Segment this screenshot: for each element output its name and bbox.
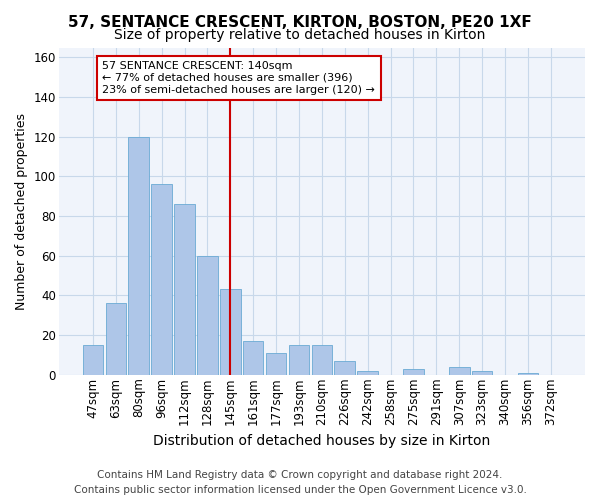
Bar — [106, 304, 126, 375]
Bar — [243, 341, 263, 375]
Bar — [289, 345, 309, 375]
Bar — [311, 345, 332, 375]
Bar — [197, 256, 218, 375]
Bar — [128, 137, 149, 375]
Bar — [518, 373, 538, 375]
Bar — [472, 371, 493, 375]
Y-axis label: Number of detached properties: Number of detached properties — [15, 112, 28, 310]
Text: 57, SENTANCE CRESCENT, KIRTON, BOSTON, PE20 1XF: 57, SENTANCE CRESCENT, KIRTON, BOSTON, P… — [68, 15, 532, 30]
Text: Contains HM Land Registry data © Crown copyright and database right 2024.
Contai: Contains HM Land Registry data © Crown c… — [74, 470, 526, 495]
Bar — [403, 369, 424, 375]
Bar — [358, 371, 378, 375]
Bar — [266, 353, 286, 375]
Bar — [83, 345, 103, 375]
Bar — [220, 290, 241, 375]
Bar — [449, 367, 470, 375]
Bar — [334, 361, 355, 375]
Bar — [174, 204, 195, 375]
Text: 57 SENTANCE CRESCENT: 140sqm
← 77% of detached houses are smaller (396)
23% of s: 57 SENTANCE CRESCENT: 140sqm ← 77% of de… — [102, 62, 375, 94]
Bar — [151, 184, 172, 375]
Text: Size of property relative to detached houses in Kirton: Size of property relative to detached ho… — [115, 28, 485, 42]
X-axis label: Distribution of detached houses by size in Kirton: Distribution of detached houses by size … — [153, 434, 490, 448]
